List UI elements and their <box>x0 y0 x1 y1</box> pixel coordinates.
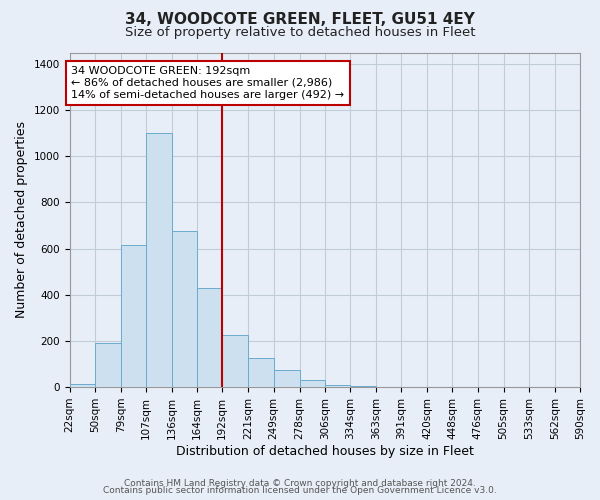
Text: Contains HM Land Registry data © Crown copyright and database right 2024.: Contains HM Land Registry data © Crown c… <box>124 478 476 488</box>
X-axis label: Distribution of detached houses by size in Fleet: Distribution of detached houses by size … <box>176 444 474 458</box>
Bar <box>95 344 121 387</box>
Text: Size of property relative to detached houses in Fleet: Size of property relative to detached ho… <box>125 26 475 39</box>
Bar <box>350 386 376 387</box>
Bar <box>121 245 146 387</box>
Y-axis label: Number of detached properties: Number of detached properties <box>15 122 28 318</box>
Bar <box>172 232 197 387</box>
Bar <box>325 385 350 387</box>
Text: Contains public sector information licensed under the Open Government Licence v3: Contains public sector information licen… <box>103 486 497 495</box>
Bar <box>299 380 325 387</box>
Bar <box>197 288 223 387</box>
Bar <box>274 370 299 387</box>
Text: 34 WOODCOTE GREEN: 192sqm
← 86% of detached houses are smaller (2,986)
14% of se: 34 WOODCOTE GREEN: 192sqm ← 86% of detac… <box>71 66 344 100</box>
Bar <box>223 335 248 387</box>
Bar <box>70 384 95 387</box>
Text: 34, WOODCOTE GREEN, FLEET, GU51 4EY: 34, WOODCOTE GREEN, FLEET, GU51 4EY <box>125 12 475 28</box>
Bar <box>248 358 274 387</box>
Bar <box>146 134 172 387</box>
